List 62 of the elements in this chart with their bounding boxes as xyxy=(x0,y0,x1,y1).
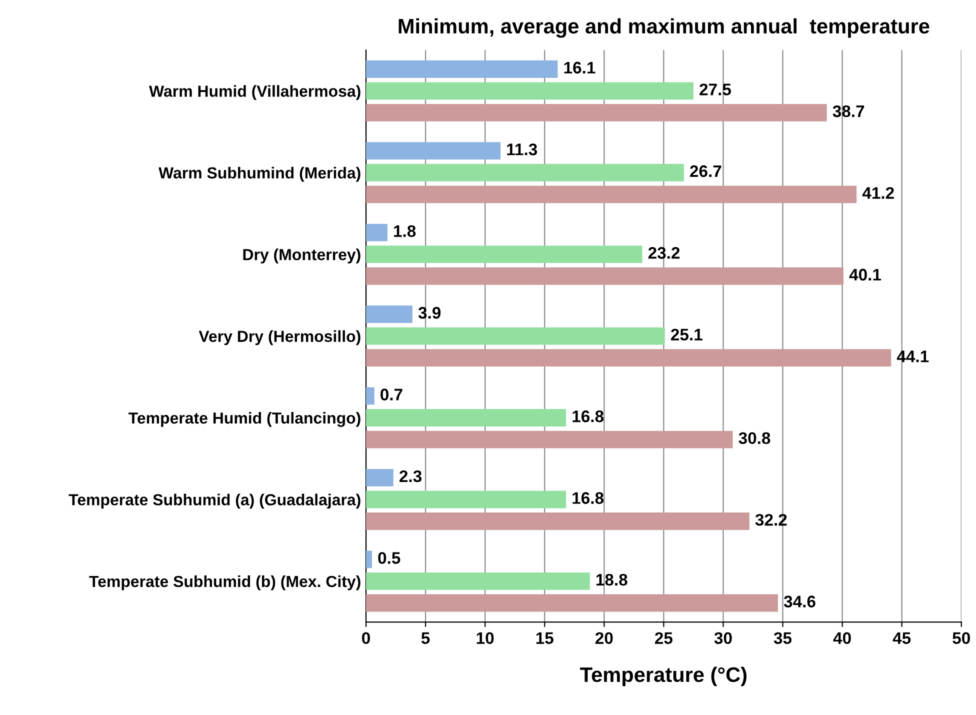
bar xyxy=(366,430,733,448)
data-label: 18.8 xyxy=(596,574,628,586)
x-tick-label: 30 xyxy=(714,632,732,644)
data-label: 0.7 xyxy=(380,388,402,400)
bar xyxy=(366,142,501,160)
y-tick-label: Temperate Subhumid (b) (Mex. City) xyxy=(89,575,360,590)
bar xyxy=(366,409,566,426)
bar xyxy=(366,512,750,530)
data-label: 38.7 xyxy=(832,105,864,118)
bar xyxy=(366,572,590,590)
x-tick-label: 0 xyxy=(362,632,370,644)
data-label: 1.8 xyxy=(394,225,416,238)
data-label: 40.1 xyxy=(849,268,882,281)
bar xyxy=(366,594,778,612)
x-tick-label: 35 xyxy=(774,632,792,644)
data-label: 16.1 xyxy=(564,62,596,74)
bar xyxy=(366,164,684,182)
data-label: 16.8 xyxy=(572,492,604,504)
bar xyxy=(366,327,665,345)
x-tick-label: 15 xyxy=(536,632,554,644)
x-tick-label: 45 xyxy=(892,632,911,644)
bar xyxy=(366,60,558,78)
bar xyxy=(366,387,374,405)
x-tick-label: 10 xyxy=(476,632,494,644)
x-tick-label: 40 xyxy=(833,632,851,644)
bar xyxy=(366,490,566,508)
bar xyxy=(366,550,372,568)
bar xyxy=(366,468,394,486)
data-label: 23.2 xyxy=(648,247,680,259)
y-tick-label: Temperate Humid (Tulancingo) xyxy=(128,412,360,427)
data-label: 26.7 xyxy=(690,165,722,178)
bar xyxy=(366,267,844,285)
x-tick-label: 5 xyxy=(421,632,430,644)
chart-title: Minimum, average and maximum annual temperature xyxy=(398,18,930,38)
data-label: 32.2 xyxy=(755,514,787,526)
y-tick-label: Dry (Monterrey) xyxy=(243,248,360,264)
x-tick-label: 50 xyxy=(952,632,970,644)
x-tick-label: 20 xyxy=(595,632,613,644)
data-label: 44.1 xyxy=(896,350,929,362)
bar xyxy=(366,306,412,323)
data-label: 30.8 xyxy=(738,432,770,444)
data-label: 0.5 xyxy=(378,552,400,564)
bar xyxy=(366,246,642,264)
data-label: 2.3 xyxy=(400,470,422,482)
bar xyxy=(366,82,694,100)
bar xyxy=(366,349,892,367)
bar xyxy=(366,104,827,122)
y-tick-label: Very Dry (Hermosillo) xyxy=(198,330,360,346)
bar xyxy=(366,186,857,204)
data-label: 34.6 xyxy=(784,596,816,608)
data-label: 11.3 xyxy=(507,144,538,156)
data-label: 41.2 xyxy=(862,187,894,199)
y-tick-label: Temperate Subhumid (a) (Guadalajara) xyxy=(68,494,360,509)
x-axis-title: Temperature (°C) xyxy=(580,666,746,686)
data-label: 16.8 xyxy=(572,410,604,422)
bar xyxy=(366,224,388,242)
data-label: 27.5 xyxy=(700,84,731,96)
data-label: 3.9 xyxy=(418,306,441,319)
data-label: 25.1 xyxy=(671,328,702,341)
x-tick-label: 25 xyxy=(654,632,672,644)
y-tick-label: Warm Subhumind (Merida) xyxy=(158,166,360,182)
y-tick-label: Warm Humid (Villahermosa) xyxy=(149,85,360,100)
